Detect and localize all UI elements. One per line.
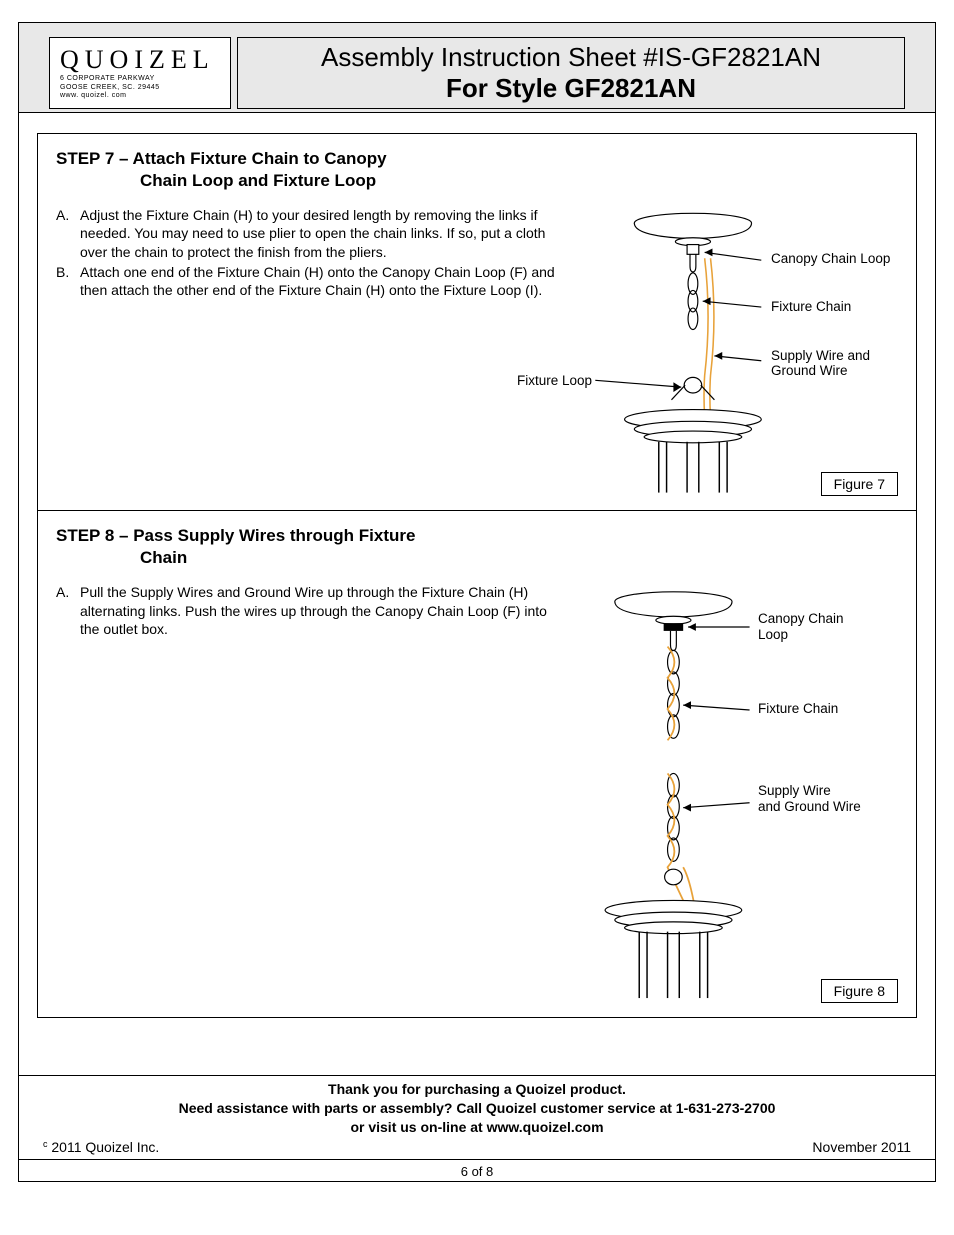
step8: STEP 8 – Pass Supply Wires through Fixtu… [38, 510, 916, 1017]
footer-date: November 2011 [812, 1139, 911, 1155]
title-box: Assembly Instruction Sheet #IS-GF2821AN … [237, 37, 905, 109]
step8-text: A. Pull the Supply Wires and Ground Wire… [56, 583, 556, 1003]
step7-text: A. Adjust the Fixture Chain (H) to your … [56, 206, 556, 496]
footer-msg1: Thank you for purchasing a Quoizel produ… [29, 1080, 925, 1099]
list-item: A. Pull the Supply Wires and Ground Wire… [56, 583, 556, 638]
step7-diagram: Canopy Chain Loop Fixture Chain Supply W… [566, 206, 898, 496]
list-item: B. Attach one end of the Fixture Chain (… [56, 263, 556, 299]
item-letter: A. [56, 206, 80, 261]
label-canopy-chain-loop: Canopy Chain [758, 611, 844, 627]
label-canopy-chain-loop2: Loop [758, 627, 788, 643]
footer-msg3: or visit us on-line at www.quoizel.com [29, 1118, 925, 1137]
step7-heading2: Chain Loop and Fixture Loop [56, 170, 898, 192]
label-canopy-chain-loop: Canopy Chain Loop [771, 251, 890, 267]
figure8-label: Figure 8 [821, 979, 898, 1003]
item-letter: B. [56, 263, 80, 299]
step8-num: STEP 8 – [56, 526, 128, 545]
label-ground-wire: Ground Wire [771, 363, 848, 379]
copyright-text: 2011 Quoizel Inc. [51, 1139, 159, 1155]
title-line2: For Style GF2821AN [238, 73, 904, 104]
step8-title: STEP 8 – Pass Supply Wires through Fixtu… [56, 525, 898, 569]
footer: Thank you for purchasing a Quoizel produ… [19, 1075, 935, 1181]
footer-row: c 2011 Quoizel Inc. November 2011 [19, 1139, 935, 1159]
item-body: Adjust the Fixture Chain (H) to your des… [80, 206, 556, 261]
label-supply-wire: Supply Wire [758, 783, 831, 799]
logo-addr2: GOOSE CREEK, SC. 29445 [60, 84, 222, 92]
label-supply-wire: Supply Wire and [771, 348, 870, 364]
step8-body: A. Pull the Supply Wires and Ground Wire… [56, 583, 898, 1003]
item-body: Attach one end of the Fixture Chain (H) … [80, 263, 556, 299]
copyright: c 2011 Quoizel Inc. [43, 1139, 159, 1155]
step8-heading: Pass Supply Wires through Fixture [133, 526, 415, 545]
step8-svg [566, 583, 898, 1003]
logo-brand: QUOIZEL [60, 47, 222, 73]
step7-title: STEP 7 – Attach Fixture Chain to Canopy … [56, 148, 898, 192]
step8-diagram: Canopy Chain Loop Fixture Chain Supply W… [566, 583, 898, 1003]
content: STEP 7 – Attach Fixture Chain to Canopy … [37, 133, 917, 1018]
logo-box: QUOIZEL 6 CORPORATE PARKWAY GOOSE CREEK,… [49, 37, 231, 109]
step7-num: STEP 7 – [56, 149, 128, 168]
footer-msg: Thank you for purchasing a Quoizel produ… [19, 1076, 935, 1139]
list-item: A. Adjust the Fixture Chain (H) to your … [56, 206, 556, 261]
figure7-label: Figure 7 [821, 472, 898, 496]
item-body: Pull the Supply Wires and Ground Wire up… [80, 583, 556, 638]
item-letter: A. [56, 583, 80, 638]
label-ground-wire: and Ground Wire [758, 799, 861, 815]
logo-addr1: 6 CORPORATE PARKWAY [60, 75, 222, 83]
step8-heading2: Chain [56, 547, 898, 569]
step7-heading: Attach Fixture Chain to Canopy [133, 149, 387, 168]
step7-body: A. Adjust the Fixture Chain (H) to your … [56, 206, 898, 496]
footer-msg2: Need assistance with parts or assembly? … [29, 1099, 925, 1118]
step7: STEP 7 – Attach Fixture Chain to Canopy … [38, 134, 916, 510]
label-fixture-chain: Fixture Chain [771, 299, 851, 315]
page: QUOIZEL 6 CORPORATE PARKWAY GOOSE CREEK,… [18, 22, 936, 1182]
page-number: 6 of 8 [19, 1159, 935, 1181]
label-fixture-loop: Fixture Loop [508, 373, 592, 389]
label-fixture-chain: Fixture Chain [758, 701, 838, 717]
logo-addr3: www. quoizel. com [60, 92, 222, 100]
title-line1: Assembly Instruction Sheet #IS-GF2821AN [238, 42, 904, 73]
